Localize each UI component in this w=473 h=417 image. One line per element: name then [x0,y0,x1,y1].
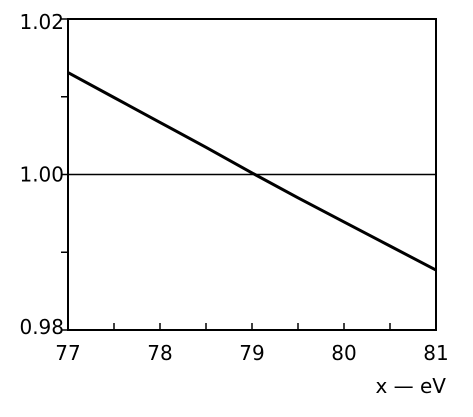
y-tick-label: 1.02 [19,10,64,34]
x-tick-label: 81 [423,341,448,365]
y-tick-label: 1.00 [19,163,64,187]
x-axis-label: x — eV [375,374,446,398]
x-tick-label: 77 [55,341,80,365]
x-tick-label: 78 [147,341,172,365]
y-tick-label: 0.98 [19,315,64,339]
x-tick-label: 80 [331,341,356,365]
series-line [67,71,437,272]
x-tick-label: 79 [239,341,264,365]
